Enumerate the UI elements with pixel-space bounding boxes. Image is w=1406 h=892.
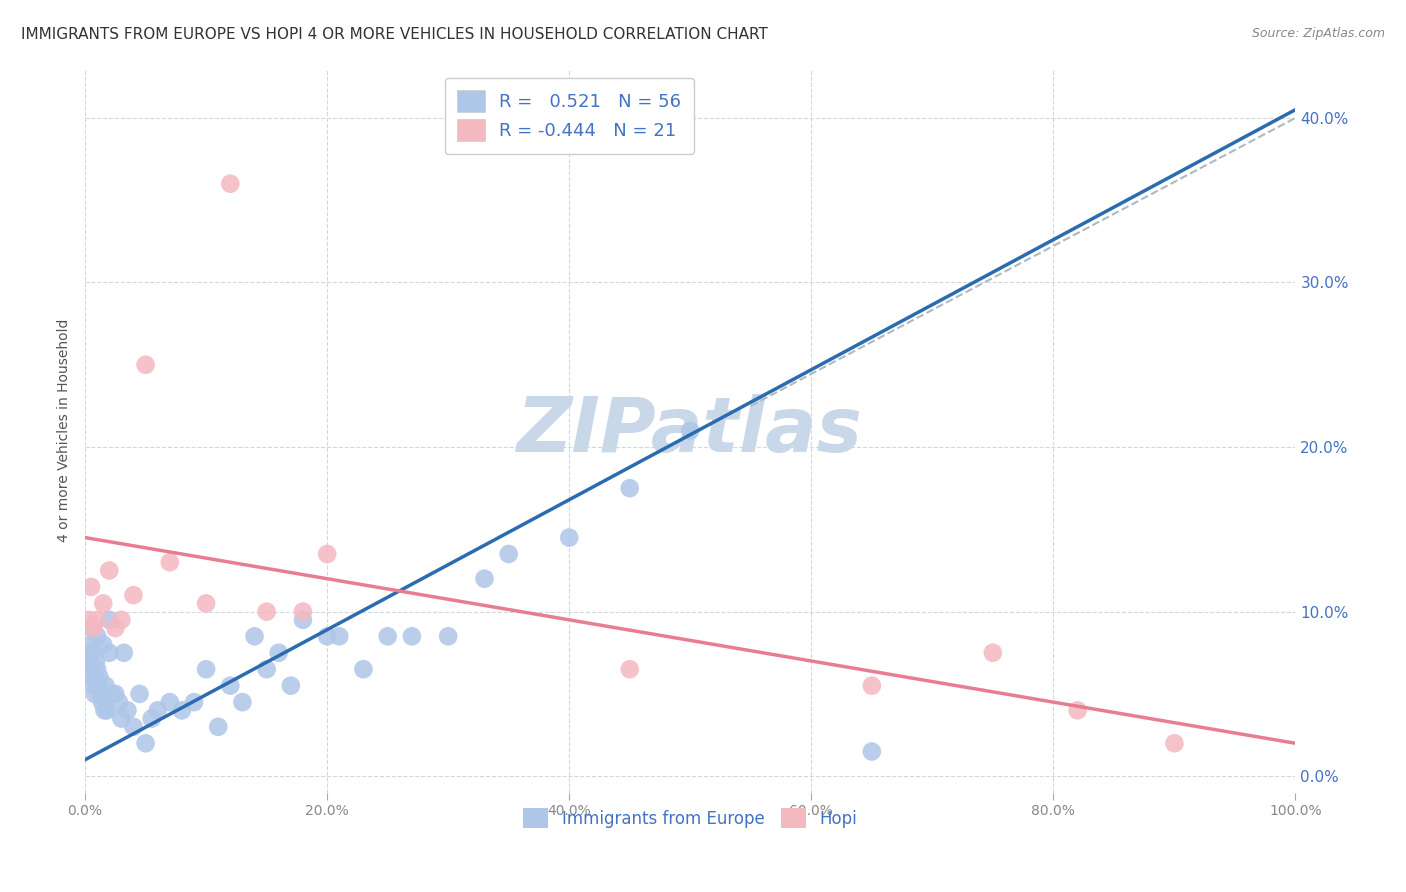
Point — [170, 703, 193, 717]
Point — [87, 679, 110, 693]
Point — [860, 745, 883, 759]
Point — [183, 695, 205, 709]
Point — [112, 646, 135, 660]
Text: IMMIGRANTS FROM EUROPE VS HOPI 4 OR MORE VEHICLES IN HOUSEHOLD CORRELATION CHART: IMMIGRANTS FROM EUROPE VS HOPI 4 OR MORE… — [21, 27, 768, 42]
Point — [291, 605, 314, 619]
Point — [122, 588, 145, 602]
Point — [437, 629, 460, 643]
Point — [104, 687, 127, 701]
Point — [83, 687, 105, 701]
Point — [86, 613, 108, 627]
Text: Source: ZipAtlas.com: Source: ZipAtlas.com — [1251, 27, 1385, 40]
Point — [679, 424, 702, 438]
Point — [231, 695, 253, 709]
Point — [860, 679, 883, 693]
Point — [80, 580, 103, 594]
Point — [981, 646, 1004, 660]
Point — [619, 662, 641, 676]
Point — [80, 638, 103, 652]
Point — [1163, 736, 1185, 750]
Point — [110, 613, 132, 627]
Point — [219, 177, 242, 191]
Point — [98, 564, 121, 578]
Text: ZIPatlas: ZIPatlas — [517, 393, 863, 467]
Point — [159, 555, 181, 569]
Point — [104, 621, 127, 635]
Point — [135, 358, 157, 372]
Point — [83, 621, 105, 635]
Point — [80, 621, 103, 635]
Point — [141, 712, 163, 726]
Point — [86, 629, 108, 643]
Point — [146, 703, 169, 717]
Point — [280, 679, 302, 693]
Point — [98, 646, 121, 660]
Point — [83, 679, 105, 693]
Point — [94, 679, 117, 693]
Point — [128, 687, 150, 701]
Point — [1066, 703, 1088, 717]
Point — [90, 687, 112, 701]
Point — [135, 736, 157, 750]
Point — [159, 695, 181, 709]
Point — [328, 629, 350, 643]
Point — [195, 596, 218, 610]
Point — [207, 720, 229, 734]
Point — [117, 703, 139, 717]
Point — [98, 613, 121, 627]
Point — [256, 662, 278, 676]
Point — [256, 605, 278, 619]
Point — [91, 638, 114, 652]
Point — [195, 662, 218, 676]
Point — [316, 629, 339, 643]
Point — [219, 679, 242, 693]
Point — [84, 654, 107, 668]
Point — [82, 670, 104, 684]
Legend: Immigrants from Europe, Hopi: Immigrants from Europe, Hopi — [516, 801, 863, 835]
Point — [267, 646, 290, 660]
Point — [91, 695, 114, 709]
Point — [82, 646, 104, 660]
Point — [291, 613, 314, 627]
Point — [401, 629, 423, 643]
Point — [77, 654, 100, 668]
Point — [91, 596, 114, 610]
Point — [122, 720, 145, 734]
Point — [474, 572, 496, 586]
Point — [377, 629, 399, 643]
Point — [96, 703, 118, 717]
Point — [89, 670, 111, 684]
Point — [353, 662, 375, 676]
Point — [108, 695, 131, 709]
Y-axis label: 4 or more Vehicles in Household: 4 or more Vehicles in Household — [58, 319, 72, 542]
Point — [558, 531, 581, 545]
Point — [619, 481, 641, 495]
Point — [110, 712, 132, 726]
Point — [243, 629, 266, 643]
Point — [498, 547, 520, 561]
Point — [79, 662, 101, 676]
Point — [77, 613, 100, 627]
Point — [316, 547, 339, 561]
Point — [93, 703, 115, 717]
Point — [100, 687, 122, 701]
Point — [86, 662, 108, 676]
